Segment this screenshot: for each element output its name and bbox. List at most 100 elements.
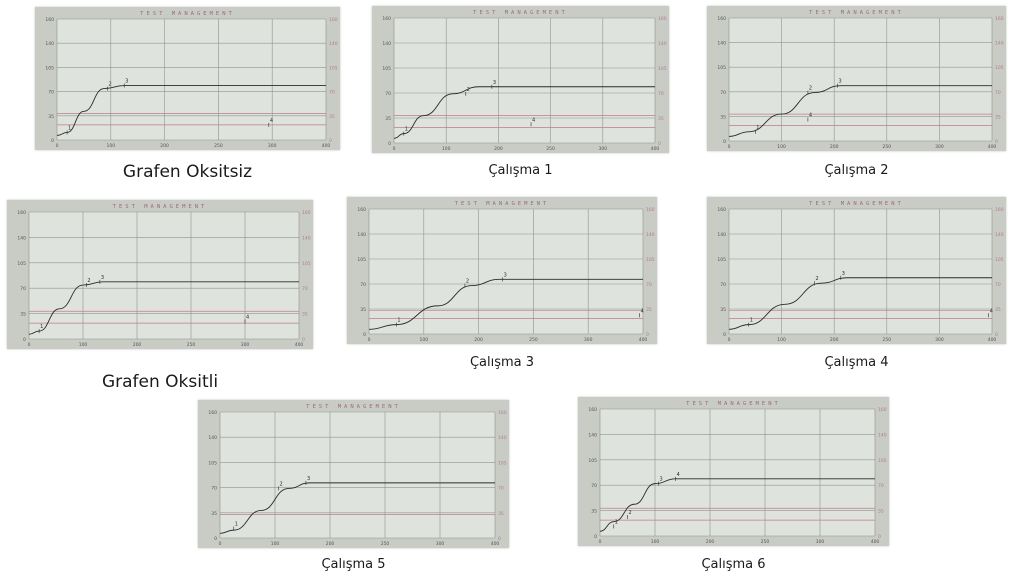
x-tick-label: 250 [883,337,892,343]
x-tick-label: 400 [639,337,648,343]
x-tick-label: 0 [219,541,222,547]
y-tick-label: 0 [723,332,726,338]
right-axis-tick-label: 140 [995,41,1004,47]
y-tick-label: 70 [20,286,26,292]
y-tick-label: 160 [588,407,597,413]
y-tick-label: 35 [360,307,366,313]
right-axis-tick-label: 105 [498,460,507,466]
right-axis-tick-label: 0 [995,139,998,145]
right-axis-tick-label: 35 [995,114,1001,120]
data-marker-label: 4 [677,472,680,478]
y-tick-label: 160 [717,16,726,22]
y-tick-label: 0 [363,332,366,338]
x-tick-label: 0 [728,337,731,343]
plot-area [57,19,326,140]
x-tick-label: 250 [529,337,538,343]
x-tick-label: 200 [326,541,335,547]
x-tick-label: 400 [988,144,997,150]
y-tick-label: 160 [45,17,54,23]
screen-title: TEST MANAGEMENT [140,11,235,17]
plot-area [220,412,495,538]
x-tick-label: 200 [830,337,839,343]
x-tick-label: 100 [651,539,660,545]
plot-area [29,212,299,339]
screen-title: TEST MANAGEMENT [455,201,550,207]
x-tick-label: 250 [187,342,196,348]
y-tick-label: 35 [591,509,597,515]
y-tick-label: 35 [211,511,217,517]
x-tick-label: 400 [871,539,880,545]
y-tick-label: 140 [588,432,597,438]
x-tick-label: 300 [241,342,250,348]
data-marker-label: 3 [101,275,104,281]
data-marker-label: 3 [838,79,841,85]
screen-title: TEST MANAGEMENT [686,401,781,407]
x-tick-label: 300 [816,539,825,545]
y-tick-label: 105 [588,458,597,464]
x-tick-label: 100 [420,337,429,343]
caption-calisma-3: Çalışma 3 [469,355,535,370]
plot-area [729,18,992,141]
x-tick-label: 0 [368,337,371,343]
x-tick-label: 300 [268,143,277,149]
right-axis-tick-label: 35 [646,307,652,313]
data-marker-label: 2 [466,279,469,285]
right-axis-tick-label: 0 [329,138,332,144]
x-tick-label: 400 [322,143,331,149]
x-tick-label: 400 [491,541,500,547]
right-axis-tick-label: 0 [646,332,649,338]
x-tick-label: 200 [160,143,169,149]
y-tick-label: 160 [17,210,26,216]
right-axis-tick-label: 160 [302,210,311,216]
y-tick-label: 70 [720,90,726,96]
data-marker-label: 1 [756,125,759,131]
chart-photo-calisma-2: TEST MANAGEMENT 0 0 35 35 70 70 105 105 140 140 160… [707,6,1006,151]
y-tick-label: 105 [717,257,726,263]
data-marker-label: 4 [641,308,644,314]
y-tick-label: 105 [208,460,217,466]
data-marker-label: 3 [504,272,507,278]
data-curve [728,85,992,137]
caption-calisma-5: Çalışma 5 [321,557,386,572]
right-axis-tick-label: 140 [878,432,887,438]
data-marker-label: 4 [990,308,993,314]
data-marker-label: 3 [659,477,662,483]
chart-photo-calisma-1: TEST MANAGEMENT 0 0 35 35 70 70 105 105 140 140 160… [372,6,669,153]
screen-title: TEST MANAGEMENT [809,10,904,16]
right-axis-tick-label: 105 [302,261,311,267]
y-tick-label: 160 [382,16,391,22]
x-tick-label: 250 [214,143,223,149]
right-axis-tick-label: 70 [995,90,1001,96]
data-marker-label: 3 [307,476,310,482]
y-tick-label: 35 [48,114,54,120]
x-tick-label: 300 [935,144,944,150]
x-tick-label: 250 [883,144,892,150]
right-axis-tick-label: 0 [498,536,501,542]
data-marker-label: 4 [532,117,535,123]
data-marker-label: 1 [40,324,43,330]
y-tick-label: 0 [723,139,726,145]
x-tick-label: 200 [706,539,715,545]
caption-calisma-4: Çalışma 4 [824,355,889,370]
x-tick-label: 250 [546,146,555,152]
y-tick-label: 0 [51,138,54,144]
caption-grafen-oksitli: Grafen Oksitli [101,372,219,392]
y-tick-label: 105 [357,257,366,263]
right-axis-tick-label: 105 [329,65,338,71]
right-axis-tick-label: 105 [658,66,667,72]
right-axis-tick-label: 35 [878,509,884,515]
y-tick-label: 0 [214,536,217,542]
right-axis-tick-label: 70 [498,486,504,492]
data-marker-label: 2 [279,481,282,487]
x-tick-label: 0 [393,146,396,152]
data-marker-label: 4 [246,315,249,321]
y-tick-label: 140 [717,41,726,47]
data-marker-label: 3 [125,79,128,85]
y-tick-label: 140 [45,41,54,47]
y-tick-label: 35 [720,307,726,313]
